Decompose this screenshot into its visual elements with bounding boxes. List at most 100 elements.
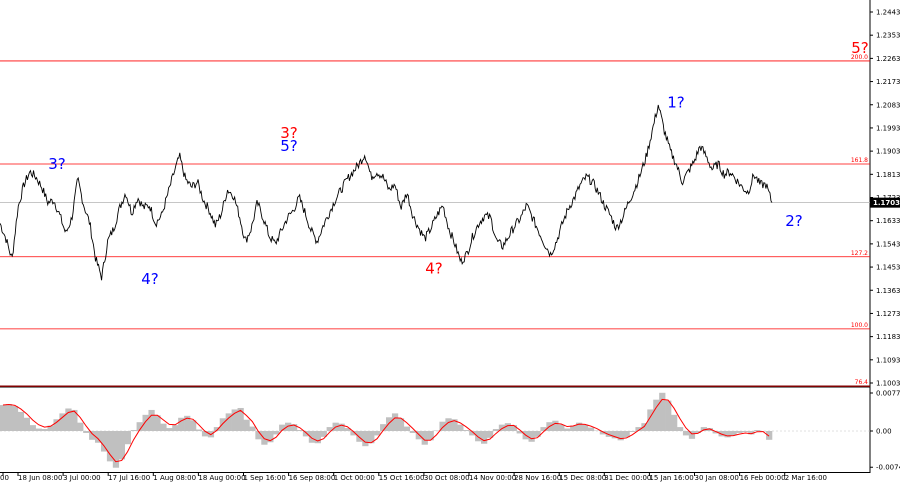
osc-bar	[166, 428, 172, 431]
osc-bar	[249, 427, 255, 431]
x-tick-label: 15 Oct 16:00	[379, 474, 425, 482]
osc-bar	[125, 431, 131, 444]
osc-bar	[18, 412, 24, 431]
fib-level-label: 127.2	[851, 250, 868, 257]
osc-bar	[481, 431, 487, 444]
osc-bar	[671, 415, 677, 431]
x-tick-label: 30 Oct 08:00	[424, 474, 470, 482]
y-tick-label: 1.2083	[876, 101, 900, 109]
wave-label: 3?	[48, 155, 66, 173]
osc-bar	[766, 431, 772, 440]
osc-bar	[0, 405, 6, 431]
osc-bar	[493, 429, 499, 431]
current-price-label: 1.1703	[873, 199, 900, 207]
osc-bar	[131, 430, 137, 431]
osc-bar	[356, 431, 362, 442]
osc-bar	[552, 421, 558, 431]
y-tick-label: 1.2173	[876, 78, 900, 86]
osc-bar	[303, 431, 309, 436]
x-tick-label: 3 Jul 00:00	[63, 474, 101, 482]
osc-bar	[683, 431, 689, 435]
osc-bar	[392, 413, 398, 431]
osc-bar	[42, 429, 48, 431]
y-tick-label: 1.1543	[876, 240, 900, 248]
fib-level-label: 161.8	[851, 157, 868, 164]
wave-label: 5?	[280, 137, 298, 155]
osc-bar	[641, 423, 647, 431]
wave-label: 1?	[667, 93, 685, 111]
osc-bar	[428, 431, 434, 440]
x-tick-label: 31 Dec 00:00	[604, 474, 651, 482]
wave-label: 4?	[425, 260, 443, 278]
y-tick-label: 1.2443	[876, 9, 900, 17]
osc-bar	[362, 431, 368, 446]
osc-bar	[172, 425, 178, 431]
x-tick-label: 16 Feb 00:00	[740, 474, 786, 482]
osc-bar	[564, 429, 570, 431]
osc-bar	[12, 406, 18, 431]
y-tick-label: 1.1003	[876, 380, 900, 388]
osc-bar	[659, 393, 665, 431]
osc-bar	[754, 430, 760, 431]
wave-label: 5?	[851, 39, 869, 57]
osc-bar	[386, 417, 392, 431]
osc-bar	[220, 418, 226, 431]
y-tick-label: 1.1903	[876, 148, 900, 156]
fib-level-label: 76.4	[855, 379, 869, 386]
x-tick-label: 2 Mar 16:00	[785, 474, 827, 482]
y-tick-label: 1.1453	[876, 264, 900, 272]
osc-bar	[119, 431, 125, 459]
x-tick-label: 16 Sep 08:00	[289, 474, 336, 482]
y-tick-label: 1.1633	[876, 217, 900, 225]
x-tick-label: 00	[0, 474, 9, 482]
osc-bar	[36, 429, 42, 431]
y-tick-label: 1.1813	[876, 171, 900, 179]
osc-bar	[196, 430, 202, 431]
x-tick-label: 1 Aug 08:00	[153, 474, 196, 482]
osc-bar	[529, 431, 535, 442]
osc-tick-label: 0.00	[876, 428, 892, 436]
x-tick-label: 18 Jun 08:00	[18, 474, 62, 482]
osc-tick-label: 0.00776	[876, 390, 900, 398]
osc-bar	[30, 425, 36, 431]
x-tick-label: 18 Aug 00:00	[198, 474, 245, 482]
osc-bar	[24, 418, 30, 431]
y-tick-label: 1.2263	[876, 55, 900, 63]
osc-bar	[6, 404, 12, 431]
y-tick-label: 1.1183	[876, 333, 900, 341]
x-tick-label: 15 Dec 08:00	[559, 474, 606, 482]
x-tick-label: 1 Sep 16:00	[244, 474, 286, 482]
osc-bar	[83, 431, 89, 433]
osc-bar	[677, 427, 683, 431]
fib-level-label: 100.0	[851, 322, 868, 329]
osc-bar	[113, 431, 119, 468]
osc-bar	[457, 425, 463, 431]
osc-bar	[404, 427, 410, 431]
wave-label: 4?	[141, 270, 159, 288]
osc-bar	[558, 425, 564, 431]
y-tick-label: 1.1273	[876, 310, 900, 318]
x-tick-label: 30 Jan 08:00	[695, 474, 739, 482]
osc-bar	[285, 423, 291, 431]
osc-bar	[742, 431, 748, 432]
x-tick-label: 1 Oct 00:00	[334, 474, 375, 482]
y-tick-label: 1.1993	[876, 124, 900, 132]
x-tick-label: 15 Jan 16:00	[649, 474, 693, 482]
osc-bar	[261, 431, 267, 445]
wave-label: 2?	[785, 212, 803, 230]
x-tick-label: 17 Jul 16:00	[108, 474, 150, 482]
osc-bar	[143, 415, 149, 431]
osc-bar	[463, 430, 469, 431]
y-tick-label: 1.1363	[876, 287, 900, 295]
osc-bar	[475, 431, 481, 441]
osc-bar	[148, 410, 154, 431]
osc-bar	[243, 420, 249, 431]
osc-bar	[736, 431, 742, 433]
osc-tick-label: -0.0074	[876, 464, 900, 472]
osc-bar	[77, 423, 83, 431]
y-tick-label: 1.1093	[876, 356, 900, 364]
x-tick-label: 14 Nov 00:00	[469, 474, 516, 482]
osc-bar	[629, 431, 635, 432]
